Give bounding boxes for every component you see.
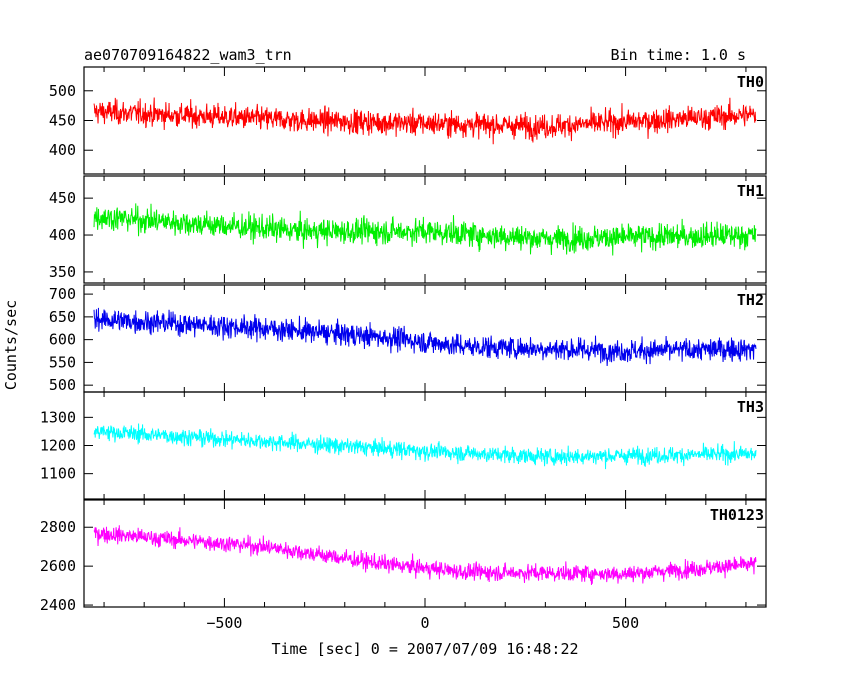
panel-frame [83,391,767,500]
x-tick-label: 0 [420,614,429,632]
plot-title-right: Bin time: 1.0 s [611,46,746,64]
y-tick-label: 2800 [40,518,76,536]
y-tick-label: 500 [49,376,76,394]
panel-label-th0123: TH0123 [710,506,764,524]
y-axis-label: Counts/sec [2,300,20,390]
y-tick-label: 600 [49,331,76,349]
y-tick-label: 450 [49,112,76,130]
panel-label-th3: TH3 [737,398,764,416]
y-tick-label: 2600 [40,557,76,575]
y-tick-label: 1100 [40,465,76,483]
y-tick-label: 350 [49,263,76,281]
panel-th0: 400 450 500 TH0 [49,66,767,175]
panel-th3: 1100 1200 1300 TH3 [40,391,767,500]
series-line-th1 [93,203,757,256]
y-tick-label: 700 [49,285,76,303]
y-tick-label: 550 [49,353,76,371]
plot-title-left: ae070709164822_wam3_trn [84,46,292,64]
y-tick-label: 1300 [40,408,76,426]
series-line-th0 [93,97,757,145]
panel-th1: 350 400 450 TH1 [49,175,767,284]
panel-frame [83,284,767,393]
panel-label-th0: TH0 [737,73,764,91]
y-tick-label: 400 [49,141,76,159]
panel-th2: 500 550 600 650 700 TH2 [49,284,767,394]
y-tick-label: 400 [49,226,76,244]
panel-label-th2: TH2 [737,291,764,309]
x-axis-label: Time [sec] 0 = 2007/07/09 16:48:22 [271,640,578,658]
series-line-th2 [93,307,757,366]
panel-frame [83,499,767,608]
x-tick-label: 500 [612,614,639,632]
y-tick-label: 2400 [40,596,76,614]
panel-label-th1: TH1 [737,182,764,200]
y-tick-label: 450 [49,189,76,207]
y-tick-label: 1200 [40,437,76,455]
y-tick-label: 650 [49,308,76,326]
x-tick-label: −500 [206,614,242,632]
series-line-th3 [93,423,757,470]
y-tick-label: 500 [49,82,76,100]
panel-th0123: 2400 2600 2800 TH0123 [40,499,767,614]
series-line-th0123 [93,525,757,585]
